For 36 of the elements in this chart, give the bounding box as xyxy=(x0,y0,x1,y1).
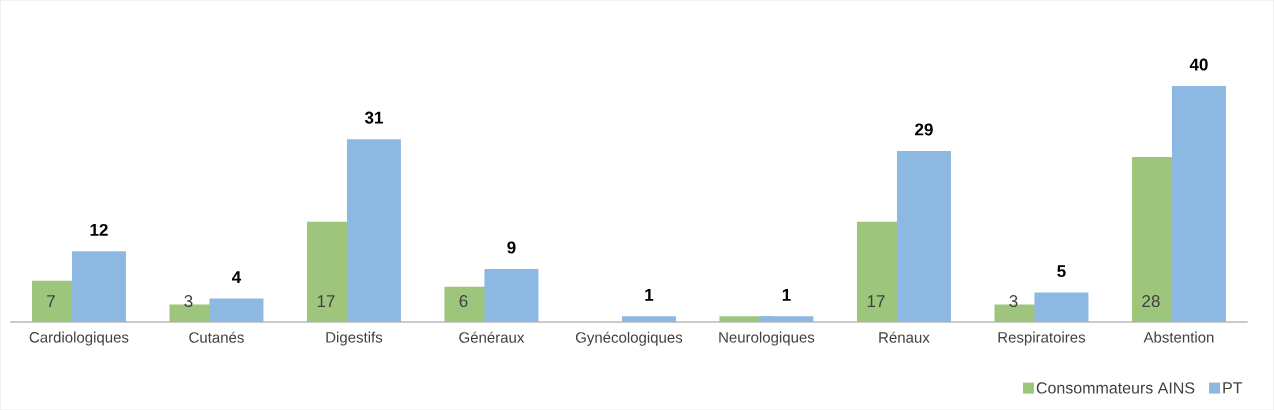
bar xyxy=(1171,85,1226,322)
data-label: 17 xyxy=(317,295,335,307)
x-tick-label: Cutanés xyxy=(189,331,244,343)
data-label: 40 xyxy=(1189,58,1208,71)
x-tick-label: Cardiologiques xyxy=(29,331,129,346)
bar xyxy=(759,316,814,322)
data-label: 12 xyxy=(90,223,108,236)
data-label: 31 xyxy=(364,111,383,124)
bar xyxy=(346,139,401,322)
data-label: 17 xyxy=(867,295,885,307)
x-tick-label: Respiratoires xyxy=(998,331,1086,346)
data-label: 1 xyxy=(782,288,791,301)
bar xyxy=(209,298,264,322)
data-label: 9 xyxy=(507,241,516,254)
data-label: 6 xyxy=(459,294,468,307)
legend-label: PT xyxy=(1223,382,1243,394)
data-label: 29 xyxy=(915,123,933,136)
bar xyxy=(484,268,539,322)
bar xyxy=(1034,292,1089,322)
data-label: 7 xyxy=(47,295,55,307)
x-tick-label: Neurologiques xyxy=(719,331,815,346)
data-label: 4 xyxy=(231,271,242,283)
bar xyxy=(896,150,951,322)
data-label: 28 xyxy=(1142,294,1160,307)
data-label: 3 xyxy=(1009,294,1018,307)
x-tick-label: Abstention xyxy=(1143,331,1214,343)
x-tick-label: Généraux xyxy=(459,331,525,343)
data-label: 1 xyxy=(645,288,654,301)
x-tick-label: Rénaux xyxy=(879,331,930,343)
bar xyxy=(621,316,676,322)
data-label: 3 xyxy=(184,294,193,307)
bar xyxy=(71,251,126,322)
x-tick-label: Digestifs xyxy=(326,331,383,346)
x-tick-label: Gynécologiques xyxy=(575,331,683,346)
legend-label: Consommateurs AINS xyxy=(1036,382,1195,394)
data-label: 5 xyxy=(1057,265,1066,277)
